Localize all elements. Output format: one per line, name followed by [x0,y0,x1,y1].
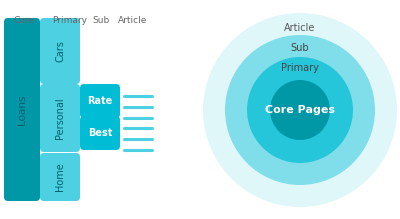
Text: Rate: Rate [87,96,113,106]
Text: Primary: Primary [281,63,319,73]
Circle shape [225,35,375,185]
FancyBboxPatch shape [40,18,80,84]
FancyBboxPatch shape [80,116,120,150]
FancyBboxPatch shape [4,18,40,201]
Text: Core: Core [14,16,35,25]
FancyBboxPatch shape [40,153,80,201]
Text: Primary: Primary [52,16,87,25]
Text: Article: Article [118,16,147,25]
Text: Personal: Personal [55,97,65,139]
Circle shape [247,57,353,163]
FancyBboxPatch shape [80,84,120,118]
Circle shape [203,13,397,207]
Text: Sub: Sub [92,16,109,25]
Text: Core Pages: Core Pages [265,105,335,115]
Text: Home: Home [55,163,65,191]
Text: Cars: Cars [55,40,65,62]
Text: Best: Best [88,128,112,138]
Text: Loans: Loans [17,94,27,125]
FancyBboxPatch shape [40,84,80,152]
Text: Sub: Sub [291,43,309,53]
Text: Article: Article [284,23,316,33]
Circle shape [270,80,330,140]
